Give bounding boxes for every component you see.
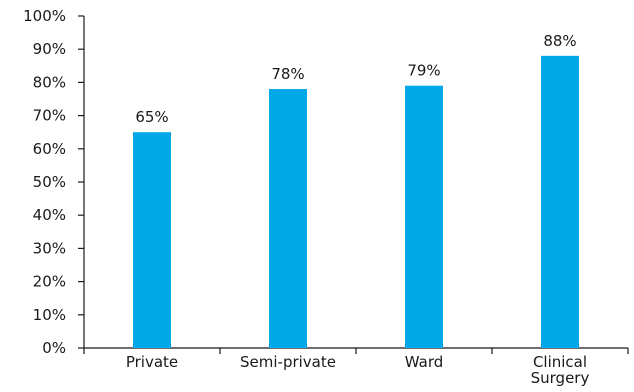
data-label: 65% bbox=[135, 108, 168, 126]
y-tick-label: 50% bbox=[33, 173, 66, 191]
x-tick-label-line: Private bbox=[126, 353, 178, 371]
x-tick-label-line: Surgery bbox=[531, 369, 590, 387]
y-tick-label: 80% bbox=[33, 73, 66, 91]
y-tick-label: 40% bbox=[33, 206, 66, 224]
y-tick-label: 70% bbox=[33, 107, 66, 125]
x-tick-label: Clinical Surgery bbox=[531, 353, 590, 387]
y-axis: 0% 10% 20% 30% 40% 50% 60% 70% 80% 90% 100% bbox=[23, 7, 85, 357]
bar bbox=[405, 85, 443, 348]
x-tick-label: Ward bbox=[405, 353, 444, 371]
y-tick-label: 10% bbox=[33, 306, 66, 324]
x-tick-label-line: Semi-private bbox=[240, 353, 336, 371]
x-tick-label-line: Ward bbox=[405, 353, 444, 371]
data-label: 79% bbox=[407, 62, 440, 80]
x-axis: Private Semi-private Ward Clinical Surgery bbox=[83, 347, 629, 387]
data-labels: 65% 78% 79% 88% bbox=[135, 32, 576, 126]
x-tick-label-line: Clinical bbox=[533, 353, 587, 371]
x-tick-label: Semi-private bbox=[240, 353, 336, 371]
y-tick-label: 90% bbox=[33, 40, 66, 58]
bar bbox=[541, 55, 579, 349]
x-tick-label: Private bbox=[126, 353, 178, 371]
bars bbox=[133, 55, 579, 349]
y-tick-label: 20% bbox=[33, 273, 66, 291]
bar bbox=[133, 132, 171, 348]
y-tick-label: 100% bbox=[23, 7, 66, 25]
data-label: 88% bbox=[543, 32, 576, 50]
data-label: 78% bbox=[271, 65, 304, 83]
y-tick-label: 30% bbox=[33, 239, 66, 257]
y-tick-label: 0% bbox=[42, 339, 66, 357]
y-tick-label: 60% bbox=[33, 140, 66, 158]
bar bbox=[269, 89, 307, 348]
